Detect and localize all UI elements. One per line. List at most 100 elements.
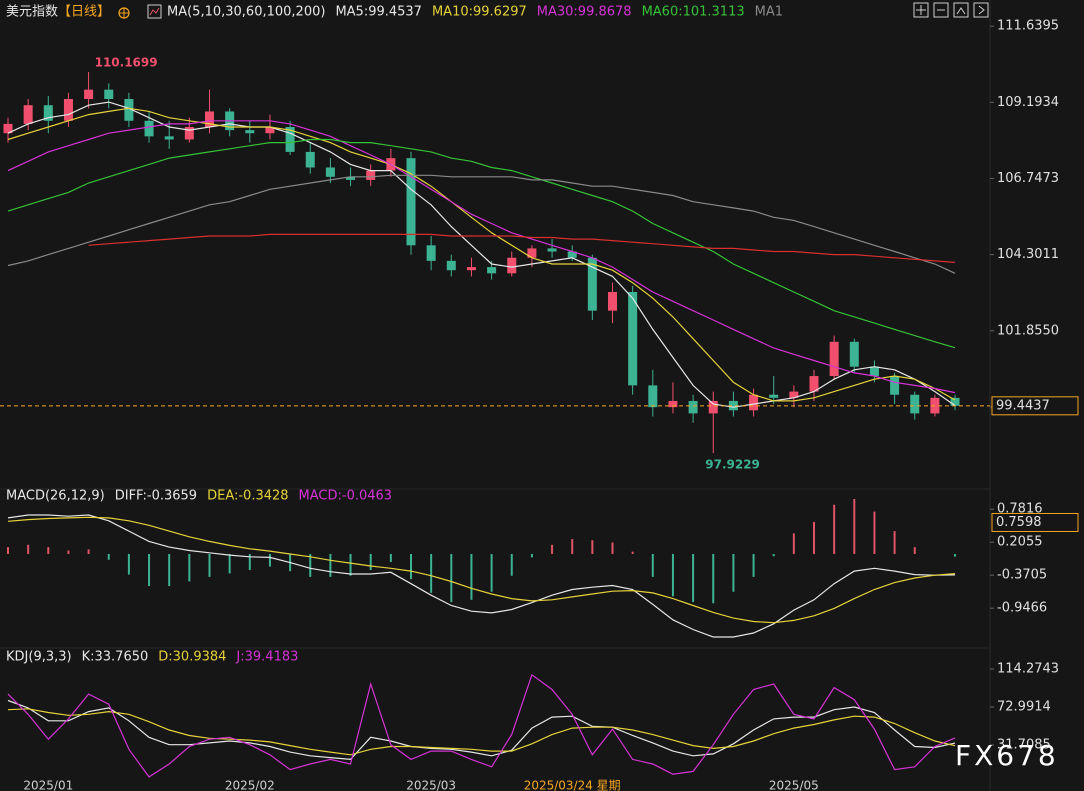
candle-body <box>728 400 738 411</box>
candle-body <box>910 394 920 414</box>
candle-body <box>749 394 759 411</box>
candle-body <box>104 89 114 99</box>
y-tick-label: 31.7085 <box>997 737 1051 752</box>
candle-body <box>829 341 839 377</box>
indicator-line <box>7 673 956 778</box>
legend-label: MA1 <box>755 5 783 20</box>
legend-label: KDJ(9,3,3) <box>6 650 72 665</box>
indicator-line <box>7 107 956 402</box>
symbol-title: 美元指数 <box>6 5 58 20</box>
indicator-line <box>7 138 956 349</box>
candle-body <box>688 400 698 414</box>
toolbar-button[interactable] <box>933 2 949 18</box>
legend-label: MA(5,10,30,60,100,200) <box>167 5 325 20</box>
candle-body <box>305 151 315 168</box>
candle-body <box>547 248 557 252</box>
candle-body <box>63 98 73 121</box>
candle-body <box>446 260 456 271</box>
candle-body <box>708 400 718 414</box>
candle-body <box>487 267 497 274</box>
candle-body <box>124 98 134 121</box>
legend-label: MA30:99.8678 <box>537 5 632 20</box>
legend-label: DEA:-0.3428 <box>207 489 288 504</box>
legend-label: MACD:-0.0463 <box>299 489 393 504</box>
candle-body <box>346 176 356 180</box>
candle-body <box>869 366 879 377</box>
candle-body <box>466 267 476 271</box>
toolbar-button[interactable] <box>953 2 969 18</box>
candle-body <box>325 167 335 177</box>
max-label: 110.1699 <box>95 55 158 69</box>
candle-body <box>43 105 53 121</box>
candle-body <box>527 248 537 258</box>
y-tick-label: 106.7473 <box>997 171 1059 186</box>
x-tick-label: 2025/05 <box>769 779 819 791</box>
candle-body <box>849 341 859 367</box>
y-tick-label: 104.3011 <box>997 247 1059 262</box>
candle-body <box>265 127 275 134</box>
candle-body <box>809 376 819 392</box>
min-label: 97.9229 <box>705 458 760 472</box>
candle-body <box>205 111 214 128</box>
candle-body <box>628 291 638 386</box>
candle-body <box>245 130 255 134</box>
candle-body <box>608 291 617 311</box>
value-box-label: 0.7598 <box>996 515 1042 530</box>
y-tick-label: 72.9914 <box>997 699 1051 714</box>
candle-body <box>144 120 154 137</box>
candle-body <box>366 170 376 180</box>
candle-body <box>507 257 517 274</box>
y-tick-label: 101.8550 <box>997 323 1059 338</box>
y-tick-label: -0.3705 <box>997 568 1047 583</box>
legend-label: MACD(26,12,9) <box>6 489 105 504</box>
x-tick-label: 2025/02 <box>225 779 275 791</box>
legend-label: D:30.9384 <box>158 650 226 665</box>
legend-label: J:39.4183 <box>235 650 298 665</box>
candle-body <box>184 127 194 140</box>
value-box <box>991 512 1079 532</box>
x-tick-label: 2025/03/24 星期 <box>524 779 621 791</box>
watermark: FX678 <box>955 739 1059 772</box>
candle-body <box>84 89 94 99</box>
x-tick-label: 2025/03 <box>406 779 456 791</box>
legend-label: MA10:99.6297 <box>432 5 527 20</box>
candle-body <box>668 400 678 408</box>
toolbar-button[interactable] <box>973 2 989 18</box>
y-tick-label: -0.9466 <box>997 601 1047 616</box>
indicator-icon[interactable] <box>147 4 162 19</box>
indicator-line <box>7 514 956 638</box>
indicator-line <box>7 120 956 394</box>
legend-label: K:33.7650 <box>82 650 149 665</box>
candle-body <box>789 391 799 398</box>
toolbar-button[interactable] <box>913 2 929 18</box>
y-tick-label: 111.6395 <box>997 19 1059 34</box>
candle-body <box>406 158 416 246</box>
candle-body <box>285 127 295 152</box>
candle-body <box>890 376 900 395</box>
candle-body <box>3 123 13 134</box>
toolbar <box>913 2 989 18</box>
y-tick-label: 109.1934 <box>997 95 1059 110</box>
candle-body <box>648 385 658 408</box>
candle-body <box>567 251 577 258</box>
legend-label: MA5:99.4537 <box>335 5 422 20</box>
legend-label: MA60:101.3113 <box>642 5 745 20</box>
indicator-line <box>7 174 956 274</box>
y-tick-label: 0.2055 <box>997 535 1043 550</box>
x-tick-label: 2025/01 <box>23 779 73 791</box>
value-box-label: 99.4437 <box>996 398 1050 413</box>
candle-body <box>164 136 174 140</box>
period-title[interactable]: 【日线】 <box>58 5 110 20</box>
legend-label: DIFF:-0.3659 <box>115 489 197 504</box>
candle-body <box>426 245 436 261</box>
indicator-line <box>7 708 956 756</box>
y-tick-label: 114.2743 <box>997 661 1059 676</box>
candle-body <box>950 397 960 406</box>
candle-body <box>587 257 597 311</box>
value-box <box>991 396 1079 416</box>
settings-icon[interactable] <box>118 7 130 19</box>
indicator-line <box>7 699 956 761</box>
candle-body <box>23 105 33 124</box>
